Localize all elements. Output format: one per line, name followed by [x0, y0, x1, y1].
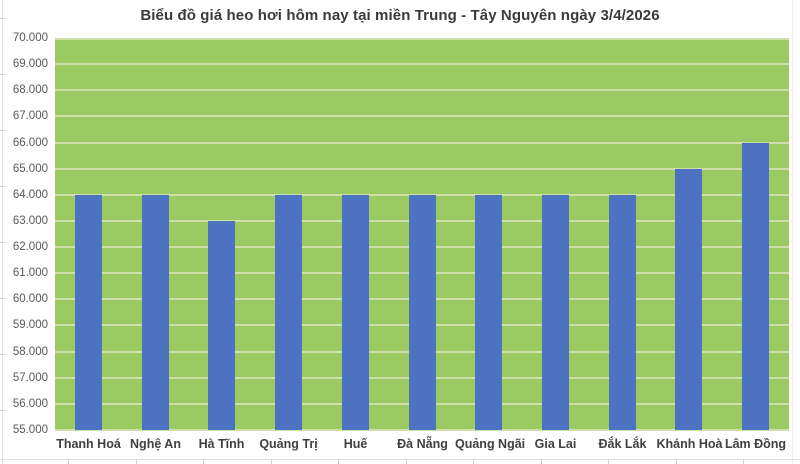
y-axis-tick-label: 60.000 [12, 293, 48, 305]
y-axis-tick-label: 56.000 [12, 398, 48, 410]
y-axis-tick-label: 63.000 [12, 215, 48, 227]
x-axis-tick-label: Lâm Đồng [724, 437, 787, 451]
bar-6 [409, 195, 436, 430]
gridline [55, 142, 789, 144]
spreadsheet-row-tick [0, 74, 5, 75]
x-axis-tick-label: Gia Lai [534, 437, 577, 451]
gridline [55, 115, 789, 117]
y-axis-tick-label: 55.000 [12, 424, 48, 436]
spreadsheet-row-tick [0, 354, 5, 355]
y-axis-tick-label: 67.000 [12, 110, 48, 122]
y-axis-tick-label: 57.000 [12, 372, 48, 384]
spreadsheet-row-tick [0, 18, 5, 19]
spreadsheet-column-tick [541, 459, 542, 464]
spreadsheet-gridline-right [792, 0, 793, 464]
x-axis-tick-label: Huế [343, 437, 368, 451]
spreadsheet-column-tick [203, 459, 204, 464]
bar-9 [609, 195, 636, 430]
spreadsheet-column-tick [743, 459, 744, 464]
spreadsheet-gridline-left [2, 0, 3, 464]
bar-7 [475, 195, 502, 430]
gridline [55, 63, 789, 65]
y-axis-tick-label: 59.000 [12, 319, 48, 331]
spreadsheet-row-tick [0, 298, 5, 299]
gridline [55, 429, 789, 431]
bar-3 [208, 221, 235, 430]
spreadsheet-column-tick [406, 459, 407, 464]
x-axis-tick-label: Nghệ An [130, 437, 181, 451]
bar-4 [275, 195, 302, 430]
bar-5 [342, 195, 369, 430]
x-axis-tick-label: Quảng Trị [259, 437, 318, 451]
spreadsheet-column-tick [676, 459, 677, 464]
gridline [55, 168, 789, 170]
spreadsheet-row-tick [0, 242, 5, 243]
y-axis-tick-label: 58.000 [12, 346, 48, 358]
chart-title: Biểu đồ giá heo hơi hôm nay tại miền Tru… [140, 7, 660, 24]
spreadsheet-row-tick [0, 410, 5, 411]
x-axis-tick-label: Thanh Hoá [56, 437, 121, 451]
gridline [55, 38, 789, 40]
bar-8 [542, 195, 569, 430]
bar-2 [142, 195, 169, 430]
bar-10 [675, 169, 702, 430]
spreadsheet-gridline-bottom [0, 459, 800, 460]
spreadsheet-column-tick [271, 459, 272, 464]
y-axis-tick-label: 62.000 [12, 241, 48, 253]
spreadsheet-column-tick [338, 459, 339, 464]
x-axis-tick-label: Quảng Ngãi [455, 437, 526, 451]
plot-area [55, 38, 789, 431]
x-axis-tick-label: Hà Tĩnh [198, 437, 245, 451]
y-axis-tick-label: 65.000 [12, 163, 48, 175]
y-axis-tick-label: 64.000 [12, 189, 48, 201]
spreadsheet-column-tick [136, 459, 137, 464]
spreadsheet-column-tick [608, 459, 609, 464]
y-axis-tick-label: 68.000 [12, 84, 48, 96]
bar-11 [742, 143, 769, 430]
spreadsheet-row-tick [0, 130, 5, 131]
y-axis-tick-label: 61.000 [12, 267, 48, 279]
spreadsheet-row-tick [0, 186, 5, 187]
spreadsheet-column-tick [68, 459, 69, 464]
x-axis-tick-label: Đắk Lắk [598, 437, 647, 451]
x-axis-tick-label: Đà Nẵng [397, 437, 448, 451]
spreadsheet-column-tick [473, 459, 474, 464]
x-axis-tick-label: Khánh Hoà [656, 437, 723, 451]
y-axis-tick-label: 69.000 [12, 58, 48, 70]
gridline [55, 89, 789, 91]
y-axis-tick-label: 66.000 [12, 137, 48, 149]
bar-1 [75, 195, 102, 430]
y-axis-tick-label: 70.000 [12, 32, 48, 44]
